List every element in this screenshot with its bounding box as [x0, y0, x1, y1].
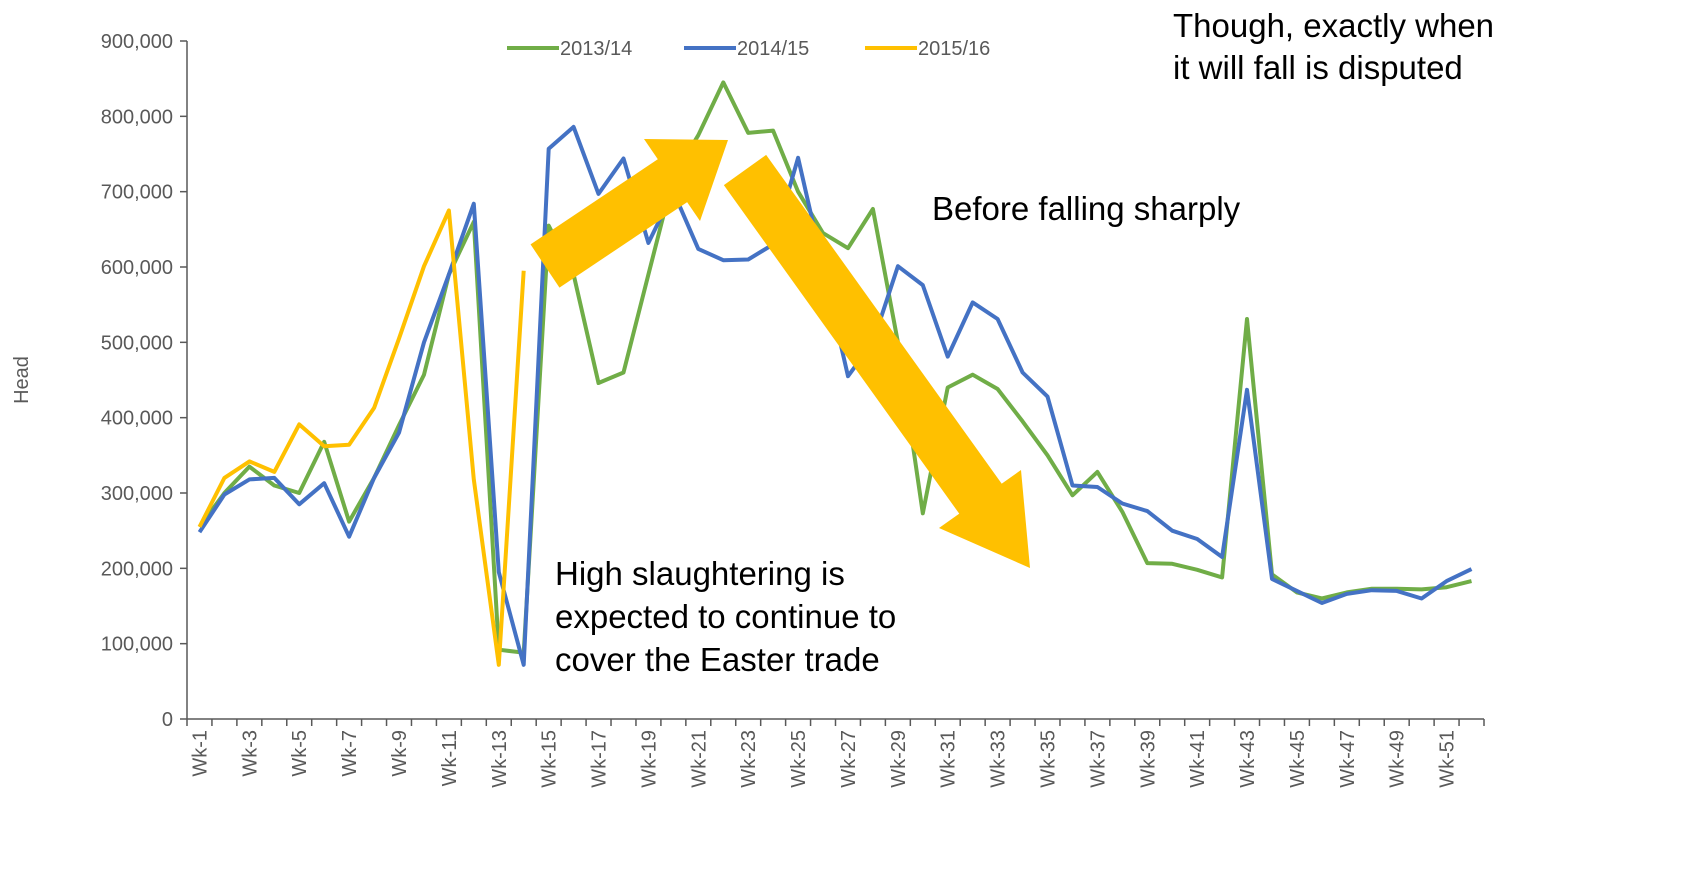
legend-label: 2013/14 [560, 38, 632, 60]
y-tick-label: 100,000 [101, 634, 173, 656]
x-tick-label: Wk-21 [688, 730, 710, 788]
annotation: expected to continue to [555, 598, 896, 635]
x-tick-label: Wk-15 [539, 730, 561, 788]
y-tick-label: 600,000 [101, 257, 173, 279]
x-tick-label: Wk-35 [1038, 730, 1060, 788]
x-tick-label: Wk-3 [239, 730, 261, 777]
y-tick-label: 900,000 [101, 31, 173, 53]
arrow-head [939, 470, 1030, 568]
annotation: Though, exactly when [1173, 7, 1494, 44]
y-tick-label: 200,000 [101, 558, 173, 580]
y-tick-label: 400,000 [101, 408, 173, 430]
x-tick-label: Wk-43 [1237, 730, 1259, 788]
x-tick-label: Wk-5 [289, 730, 311, 777]
annotation: High slaughtering is [555, 555, 845, 592]
x-tick-label: Wk-39 [1137, 730, 1159, 788]
series-line [197, 80, 1472, 655]
x-tick-label: Wk-25 [788, 730, 810, 788]
x-tick-label: Wk-1 [189, 730, 211, 777]
annotation: Before falling sharply [932, 190, 1241, 227]
x-tick-label: Wk-47 [1337, 730, 1359, 788]
x-tick-label: Wk-45 [1287, 730, 1309, 788]
annotation: it will fall is disputed [1173, 49, 1463, 86]
x-tick-label: Wk-31 [938, 730, 960, 788]
annotation: cover the Easter trade [555, 641, 880, 678]
x-tick-label: Wk-49 [1387, 730, 1409, 788]
x-tick-label: Wk-29 [888, 730, 910, 788]
y-tick-label: 500,000 [101, 332, 173, 354]
series-line [197, 208, 526, 667]
x-tick-label: Wk-11 [439, 730, 461, 786]
x-tick-label: Wk-23 [738, 730, 760, 788]
x-tick-label: Wk-7 [339, 730, 361, 777]
x-tick-label: Wk-9 [389, 730, 411, 777]
y-axis-label: Head [11, 356, 33, 404]
y-tick-label: 300,000 [101, 483, 173, 505]
y-tick-label: 800,000 [101, 106, 173, 128]
legend-label: 2014/15 [737, 38, 809, 60]
x-tick-label: Wk-37 [1087, 730, 1109, 788]
y-tick-label: 0 [162, 709, 173, 731]
x-tick-label: Wk-17 [589, 730, 611, 788]
legend-label: 2015/16 [918, 38, 990, 60]
arrow-shaft [723, 154, 1007, 521]
x-tick-label: Wk-51 [1437, 730, 1459, 788]
arrows [530, 139, 1030, 568]
plot-area: 0 100,000 200,000 300,000 400,000 500,000 600,… [101, 31, 1485, 788]
y-tick-label: 700,000 [101, 182, 173, 204]
x-tick-label: Wk-13 [489, 730, 511, 788]
x-tick-label: Wk-19 [638, 730, 660, 788]
x-tick-label: Wk-41 [1187, 730, 1209, 788]
arrow-shaft [530, 157, 690, 288]
arrow-head [644, 139, 728, 221]
x-tick-label: Wk-33 [988, 730, 1010, 788]
x-tick-label: Wk-27 [838, 730, 860, 788]
